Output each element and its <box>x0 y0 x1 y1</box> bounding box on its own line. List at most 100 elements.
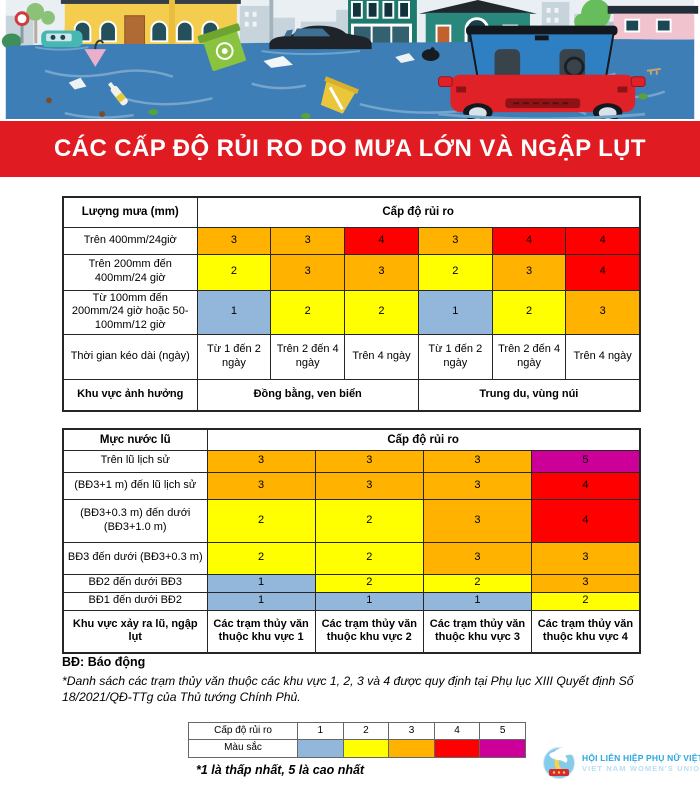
legend-level: 4 <box>433 722 481 740</box>
risk-cell: 1 <box>196 289 272 335</box>
row-label: BĐ1 đến dưới BĐ2 <box>62 591 208 611</box>
risk-cell: 4 <box>565 253 641 291</box>
risk-cell: 3 <box>531 573 641 593</box>
risk-cell: 4 <box>565 226 641 255</box>
legend-color-swatch <box>433 739 481 758</box>
rain-header-label: Lượng mưa (mm) <box>62 196 198 228</box>
risk-cell: 3 <box>196 226 272 255</box>
rainfall-risk-table: Lượng mưa (mm) Cấp độ rủi ro Trên 400mm/… <box>62 196 641 413</box>
dark-sedan <box>261 25 372 56</box>
rain-header-risk: Cấp độ rủi ro <box>196 196 641 228</box>
duration-cell: Trên 2 đến 4 ngày <box>491 333 567 380</box>
duration-cell: Từ 1 đến 2 ngày <box>196 333 272 380</box>
duration-cell: Trên 2 đến 4 ngày <box>270 333 346 380</box>
row-label: BĐ3 đến dưới (BĐ3+0.3 m) <box>62 541 208 575</box>
risk-cell: 3 <box>422 498 533 543</box>
legend-color-swatch <box>479 739 526 758</box>
legend-level: 3 <box>388 722 435 740</box>
row-label: Thời gian kéo dài (ngày) <box>62 333 198 380</box>
note-station-list: *Danh sách các trạm thủy văn thuộc các k… <box>62 674 634 704</box>
risk-cell: 2 <box>206 541 316 575</box>
risk-cell: 2 <box>531 591 641 611</box>
floating-debris <box>46 39 661 119</box>
risk-cell: 4 <box>491 226 567 255</box>
risk-level-legend: Cấp độ rủi ro 1 2 3 4 5 Màu sắc <box>188 722 526 758</box>
legend-color-swatch <box>388 739 435 758</box>
row-label: Trên 200mm đến 400mm/24 giờ <box>62 253 198 291</box>
risk-cell: 3 <box>531 541 641 575</box>
risk-cell: 3 <box>422 449 533 473</box>
trash-bag <box>421 47 440 61</box>
duration-cell: Trên 4 ngày <box>344 333 419 380</box>
risk-cell: 4 <box>531 471 641 500</box>
risk-cell: 2 <box>314 573 424 593</box>
note-bd-abbreviation: BĐ: Báo động <box>62 655 146 669</box>
risk-cell: 4 <box>344 226 419 255</box>
legend-level: 2 <box>342 722 390 740</box>
recycle-bin <box>197 23 246 71</box>
flood-risk-table: Mực nước lũ Cấp độ rủi ro Trên lũ lịch s… <box>62 428 641 654</box>
risk-cell: 2 <box>314 541 424 575</box>
risk-cell: 3 <box>344 253 419 291</box>
risk-cell: 3 <box>314 471 424 500</box>
risk-cell: 2 <box>206 498 316 543</box>
risk-cell: 2 <box>344 289 419 335</box>
risk-cell: 2 <box>422 573 533 593</box>
risk-cell: 5 <box>531 449 641 473</box>
risk-cell: 3 <box>206 471 316 500</box>
globe-dove-icon <box>543 747 575 779</box>
note-scale: *1 là thấp nhất, 5 là cao nhất <box>196 763 365 777</box>
legend-row-label: Cấp độ rủi ro <box>188 722 298 740</box>
risk-cell: 1 <box>314 591 424 611</box>
risk-cell: 3 <box>422 471 533 500</box>
row-label: Khu vực ảnh hưởng <box>62 378 198 412</box>
flood-header-risk: Cấp độ rủi ro <box>206 428 641 451</box>
risk-cell: 3 <box>314 449 424 473</box>
red-car <box>438 25 646 119</box>
risk-cell: 3 <box>422 541 533 575</box>
row-label: Khu vực xảy ra lũ, ngập lụt <box>62 609 208 654</box>
risk-cell: 1 <box>206 573 316 593</box>
risk-cell: 3 <box>565 289 641 335</box>
region-cell: Đồng bằng, ven biển <box>196 378 419 412</box>
teal-van <box>35 30 89 51</box>
legend-color-swatch <box>297 739 344 758</box>
bush <box>1 33 22 50</box>
duration-cell: Trên 4 ngày <box>565 333 641 380</box>
risk-cell: 4 <box>531 498 641 543</box>
page-title: CÁC CẤP ĐỘ RỦI RO DO MƯA LỚN VÀ NGẬP LỤT <box>54 135 646 162</box>
risk-cell: 3 <box>206 449 316 473</box>
light-pole <box>269 0 274 46</box>
flood-illustration <box>1 0 699 119</box>
risk-cell: 2 <box>270 289 346 335</box>
risk-cell: 2 <box>491 289 567 335</box>
risk-cell: 3 <box>270 226 346 255</box>
risk-cell: 2 <box>314 498 424 543</box>
legend-row-label: Màu sắc <box>188 739 298 758</box>
logo-name-en: VIET NAM WOMEN'S UNION <box>582 763 700 773</box>
risk-cell: 1 <box>417 289 493 335</box>
row-label: (BĐ3+0.3 m) đến dưới (BĐ3+1.0 m) <box>62 498 208 543</box>
row-label: (BĐ3+1 m) đến lũ lịch sử <box>62 471 208 500</box>
title-banner: CÁC CẤP ĐỘ RỦI RO DO MƯA LỚN VÀ NGẬP LỤT <box>0 121 700 177</box>
risk-cell: 1 <box>206 591 316 611</box>
row-label: Từ 100mm đến 200mm/24 giờ hoặc 50-100mm/… <box>62 289 198 335</box>
region-cell: Các trạm thủy văn thuộc khu vực 3 <box>422 609 533 654</box>
region-cell: Các trạm thủy văn thuộc khu vực 2 <box>314 609 424 654</box>
road-sign <box>14 11 30 44</box>
row-label: BĐ2 đến dưới BĐ3 <box>62 573 208 593</box>
risk-cell: 1 <box>422 591 533 611</box>
region-cell: Các trạm thủy văn thuộc khu vực 1 <box>206 609 316 654</box>
flood-header-label: Mực nước lũ <box>62 428 208 451</box>
risk-cell: 2 <box>417 253 493 291</box>
risk-cell: 3 <box>491 253 567 291</box>
risk-cell: 3 <box>270 253 346 291</box>
row-label: Trên 400mm/24giờ <box>62 226 198 255</box>
row-label: Trên lũ lịch sử <box>62 449 208 473</box>
region-cell: Trung du, vùng núi <box>417 378 641 412</box>
legend-color-swatch <box>342 739 390 758</box>
risk-cell: 3 <box>417 226 493 255</box>
risk-cell: 2 <box>196 253 272 291</box>
organisation-logo: HỘI LIÊN HIỆP PHỤ NỮ VIỆT NAM VIET NAM W… <box>541 745 700 781</box>
